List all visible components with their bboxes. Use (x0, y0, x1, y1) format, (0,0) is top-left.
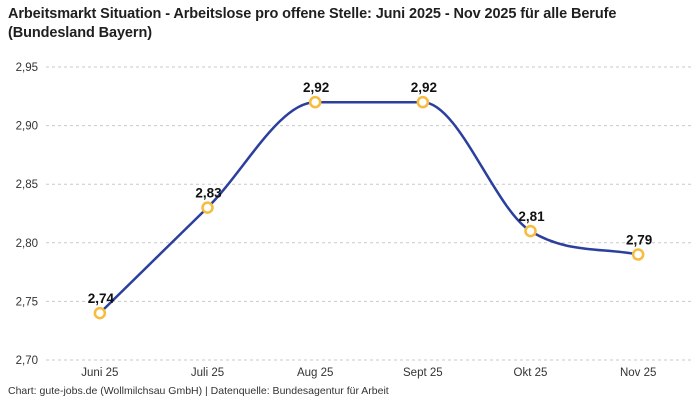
data-point-label: 2,92 (411, 80, 437, 95)
x-axis-label: Juni 25 (81, 367, 118, 379)
x-axis-label: Aug 25 (297, 367, 333, 379)
data-point-label: 2,79 (626, 233, 652, 248)
y-axis-tick-label: 2,75 (16, 296, 38, 308)
chart-title: Arbeitsmarkt Situation - Arbeitslose pro… (8, 6, 617, 42)
data-point-label: 2,83 (195, 186, 222, 201)
y-axis-tick-label: 2,95 (16, 62, 38, 74)
y-axis-tick-label: 2,70 (16, 355, 38, 367)
series-line (98, 100, 640, 315)
x-axis-label: Sept 25 (403, 367, 443, 379)
data-point-marker[interactable] (524, 224, 537, 238)
x-axis-label: Nov 25 (620, 367, 656, 379)
x-axis-label: Juli 25 (191, 367, 224, 379)
data-point-label: 2,92 (303, 80, 329, 95)
data-point-marker[interactable] (93, 306, 107, 320)
data-point-marker[interactable] (631, 248, 645, 261)
data-point-label: 2,74 (88, 291, 115, 306)
data-point-marker[interactable] (416, 95, 430, 109)
data-point-marker[interactable] (308, 95, 322, 109)
chart-credit: Chart: gute-jobs.de (Wollmilchsau GmbH) … (8, 385, 389, 397)
data-point-label: 2,81 (518, 209, 545, 224)
data-point-marker[interactable] (201, 201, 214, 214)
y-axis-tick-label: 2,85 (16, 179, 38, 191)
y-axis-tick-label: 2,90 (16, 121, 38, 133)
y-axis-tick-label: 2,80 (16, 238, 38, 250)
x-axis-label: Okt 25 (514, 367, 548, 379)
